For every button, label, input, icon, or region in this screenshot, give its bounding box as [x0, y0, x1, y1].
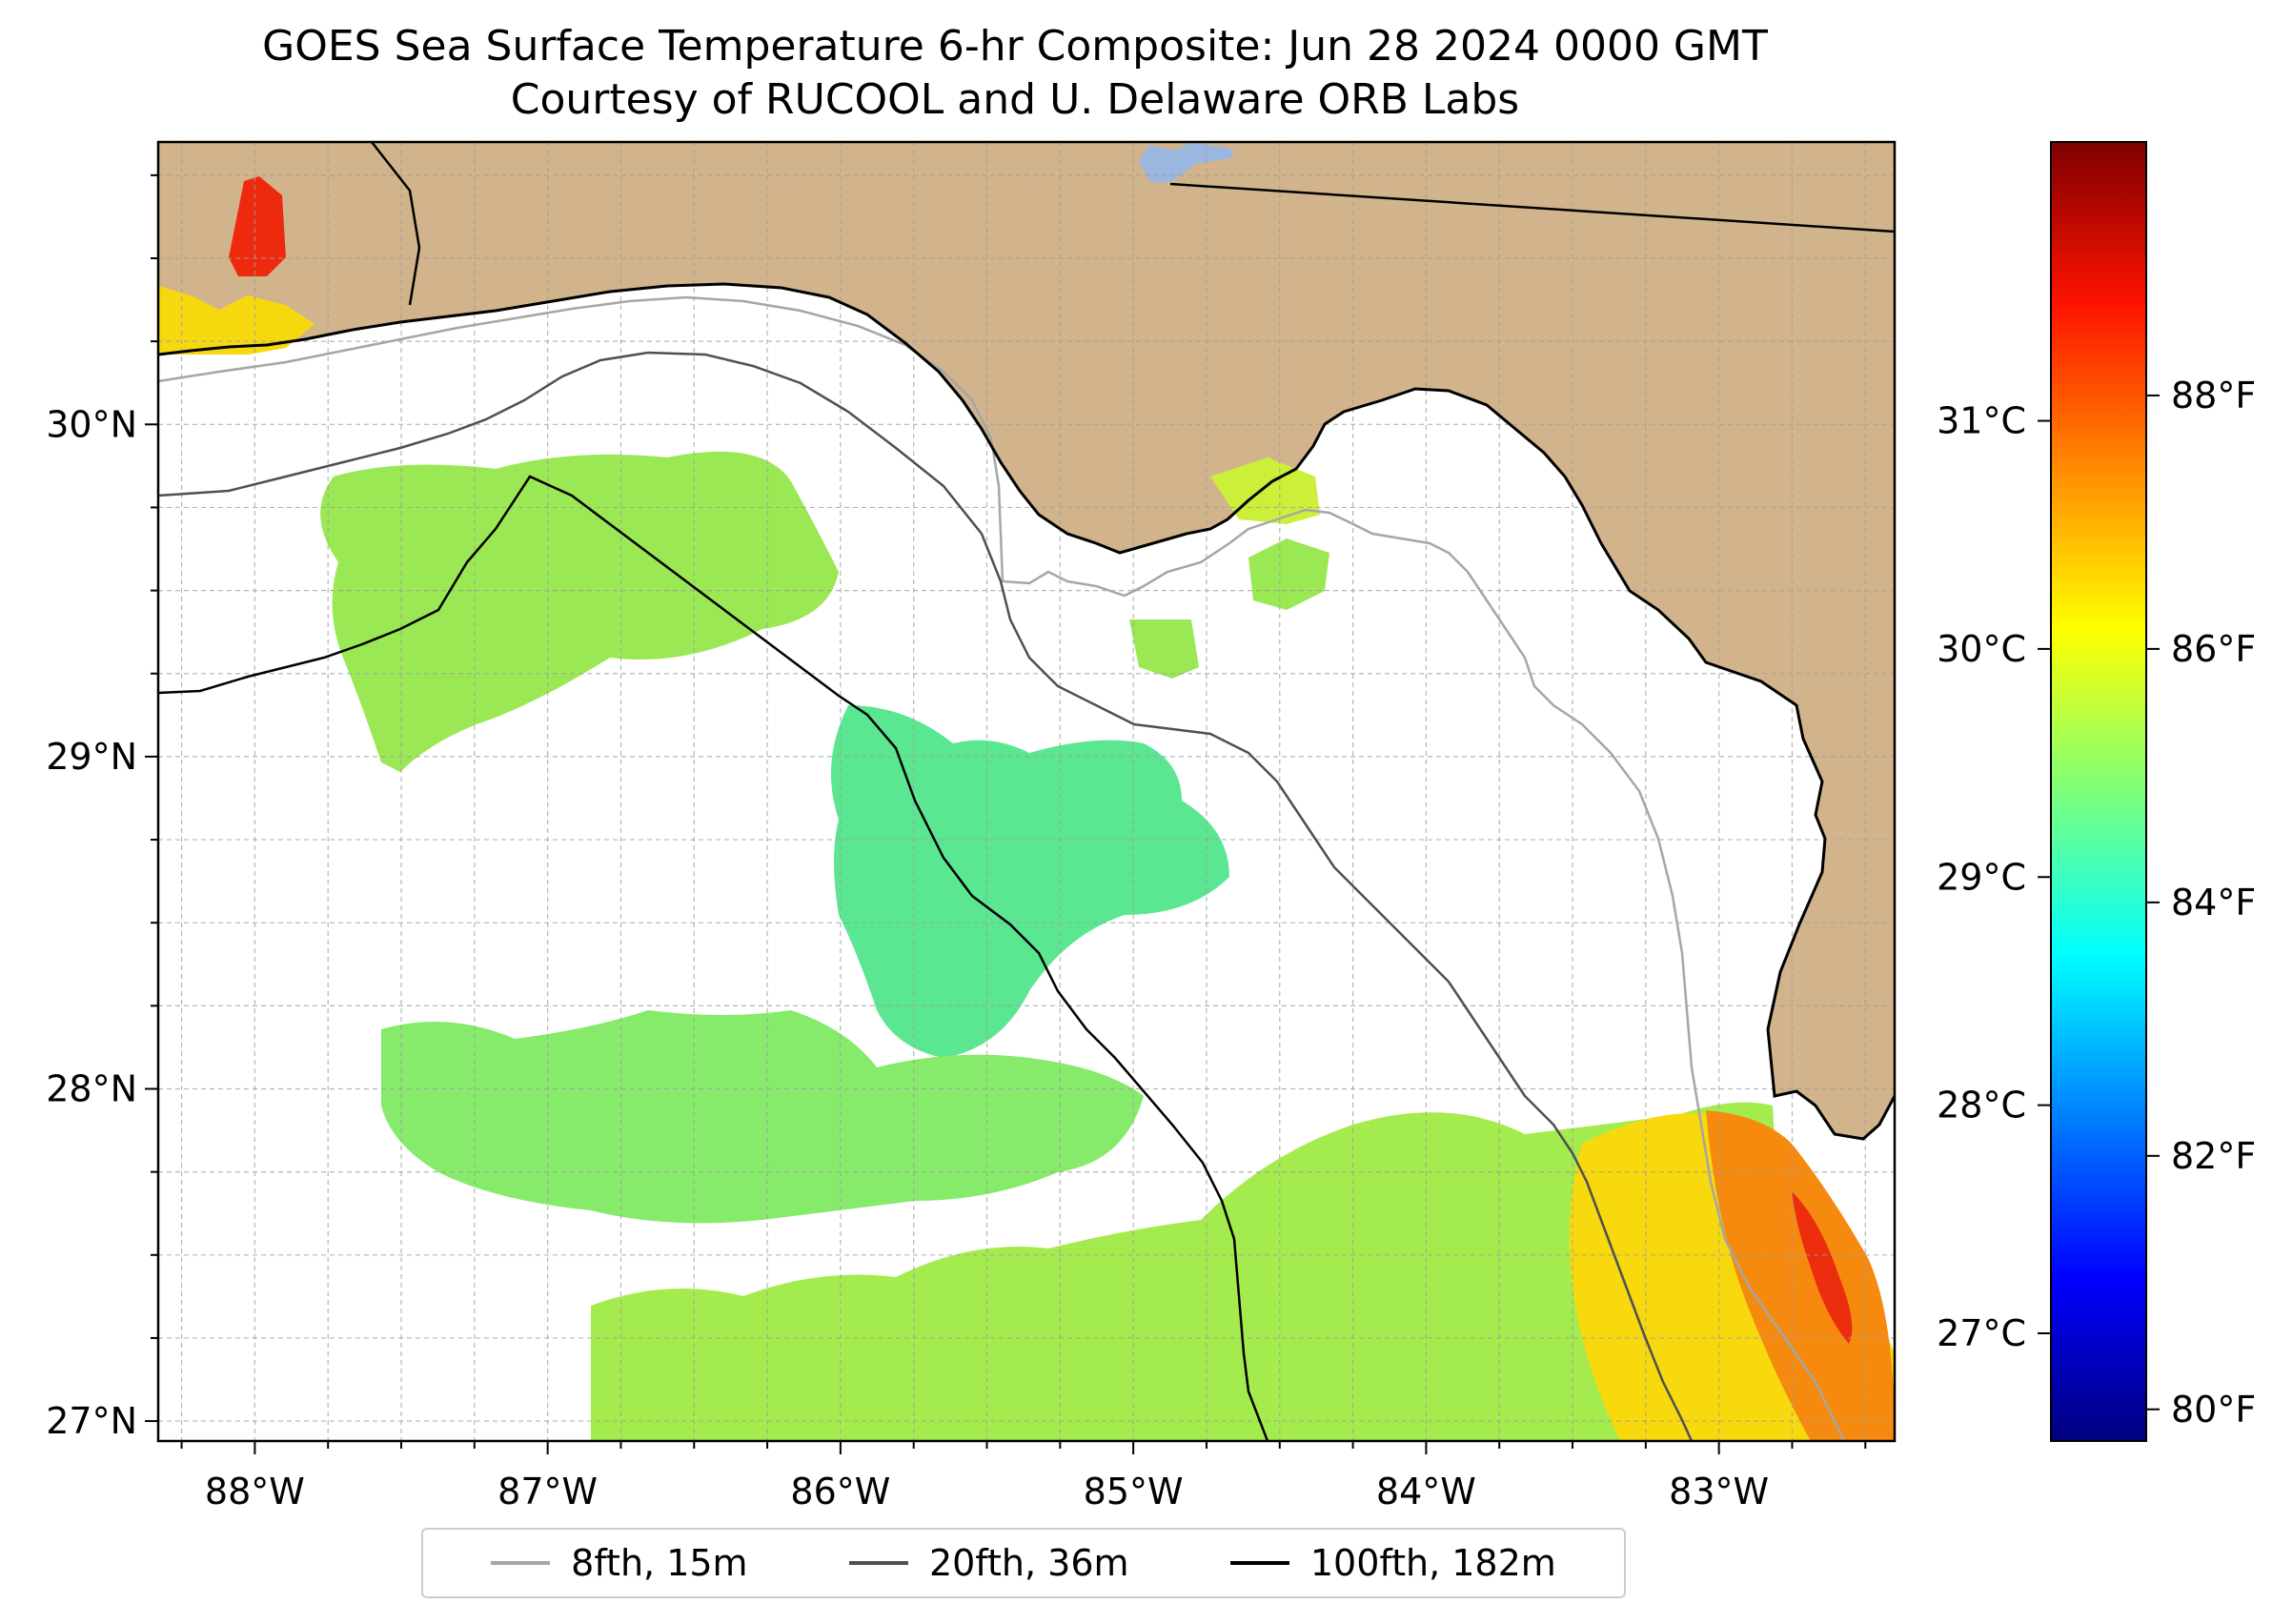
map-frame [156, 140, 1897, 1443]
lon-tick-label: 86°W [790, 1471, 890, 1512]
colorbar-fahrenheit-label: 82°F [2171, 1135, 2256, 1177]
coastline [158, 282, 1895, 1141]
isobath-100fth [158, 475, 1269, 1441]
isobath-20fth [158, 351, 1694, 1441]
colorbar-celsius-label: 30°C [1937, 628, 2026, 670]
state-border [1169, 182, 1895, 233]
map-title: GOES Sea Surface Temperature 6-hr Compos… [262, 22, 1768, 71]
map-area [158, 142, 1895, 1441]
colorbar [2050, 141, 2147, 1442]
map-subtitle: Courtesy of RUCOOL and U. Delaware ORB L… [510, 75, 1520, 124]
lon-tick-label: 88°W [205, 1471, 305, 1512]
colorbar-fahrenheit-label: 84°F [2171, 882, 2256, 924]
map-axis-ticks: 88°W 87°W 86°W 85°W 84°W 83°W 27°N 28°N 29°N 30°N [46, 173, 1867, 1512]
legend-swatch [848, 1561, 908, 1565]
legend-label: 20fth, 36m [928, 1542, 1129, 1584]
colorbar-ticks: 80°F 82°F 84°F 86°F 88°F 27°C 28°C 29°C 30°C 31°C [1937, 375, 2256, 1431]
lon-tick-label: 85°W [1084, 1471, 1184, 1512]
lat-tick-label: 30°N [46, 403, 137, 445]
colorbar-fahrenheit-label: 86°F [2171, 628, 2256, 670]
sst-field [158, 176, 1895, 1441]
land-mass [158, 142, 1895, 1139]
legend-entry: 100fth, 182m [1229, 1542, 1556, 1584]
lat-tick-label: 28°N [46, 1067, 137, 1109]
legend-entry: 8fth, 15m [491, 1542, 748, 1584]
legend-swatch [1229, 1561, 1289, 1565]
colorbar-celsius-label: 27°C [1937, 1312, 2026, 1354]
lon-tick-label: 84°W [1376, 1471, 1476, 1512]
legend-label: 100fth, 182m [1309, 1542, 1556, 1584]
lat-tick-label: 29°N [46, 736, 137, 778]
isobaths [158, 295, 1846, 1441]
legend-label: 8fth, 15m [571, 1542, 748, 1584]
lake [1139, 143, 1234, 183]
colorbar-celsius-label: 31°C [1937, 400, 2026, 442]
lon-tick-label: 83°W [1669, 1471, 1769, 1512]
lon-tick-label: 87°W [497, 1471, 598, 1512]
isobath-legend: 8fth, 15m 20fth, 36m 100fth, 182m [421, 1528, 1626, 1598]
legend-entry: 20fth, 36m [848, 1542, 1129, 1584]
colorbar-fahrenheit-label: 80°F [2171, 1389, 2256, 1431]
legend-swatch [491, 1561, 551, 1565]
colorbar-fahrenheit-label: 88°F [2171, 375, 2256, 416]
grid-lines [158, 142, 1895, 1441]
isobath-8fth [158, 295, 1846, 1441]
colorbar-celsius-label: 28°C [1937, 1085, 2026, 1127]
state-border-west [371, 142, 421, 306]
lat-tick-label: 27°N [46, 1400, 137, 1442]
colorbar-celsius-label: 29°C [1937, 856, 2026, 898]
